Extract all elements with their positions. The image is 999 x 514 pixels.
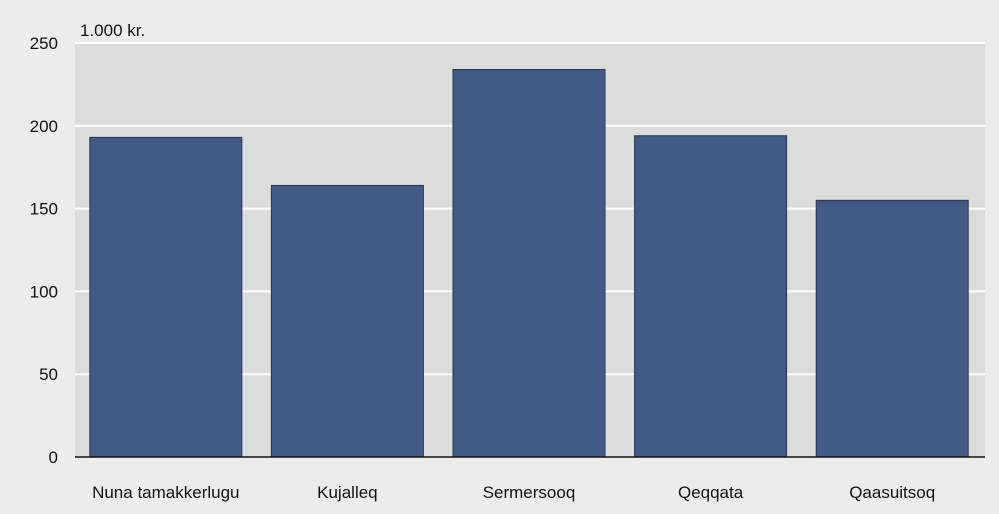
bar-qeqqata [634, 135, 788, 458]
x-tick-label: Nuna tamakkerlugu [92, 483, 239, 502]
x-tick-labels: Nuna tamakkerlugu Kujalleq Sermersooq Qeqqa… [92, 483, 935, 502]
y-tick-label: 50 [39, 365, 58, 384]
y-tick-labels: 0 50 100 150 200 250 [30, 34, 58, 467]
bars [89, 68, 969, 458]
bar-nuna-tamakkerlugu [89, 136, 243, 458]
unit-label: 1.000 kr. [80, 21, 145, 40]
x-tick-label: Sermersooq [483, 483, 576, 502]
bar-qaasuitsoq [815, 199, 969, 458]
bar-kujalleq [270, 184, 424, 458]
y-tick-label: 200 [30, 117, 58, 136]
bar-sermersooq [452, 68, 606, 458]
y-tick-label: 100 [30, 282, 58, 301]
x-tick-label: Qeqqata [678, 483, 744, 502]
y-tick-label: 0 [49, 448, 58, 467]
x-tick-label: Kujalleq [317, 483, 378, 502]
y-tick-label: 150 [30, 200, 58, 219]
x-tick-label: Qaasuitsoq [849, 483, 935, 502]
y-tick-label: 250 [30, 34, 58, 53]
